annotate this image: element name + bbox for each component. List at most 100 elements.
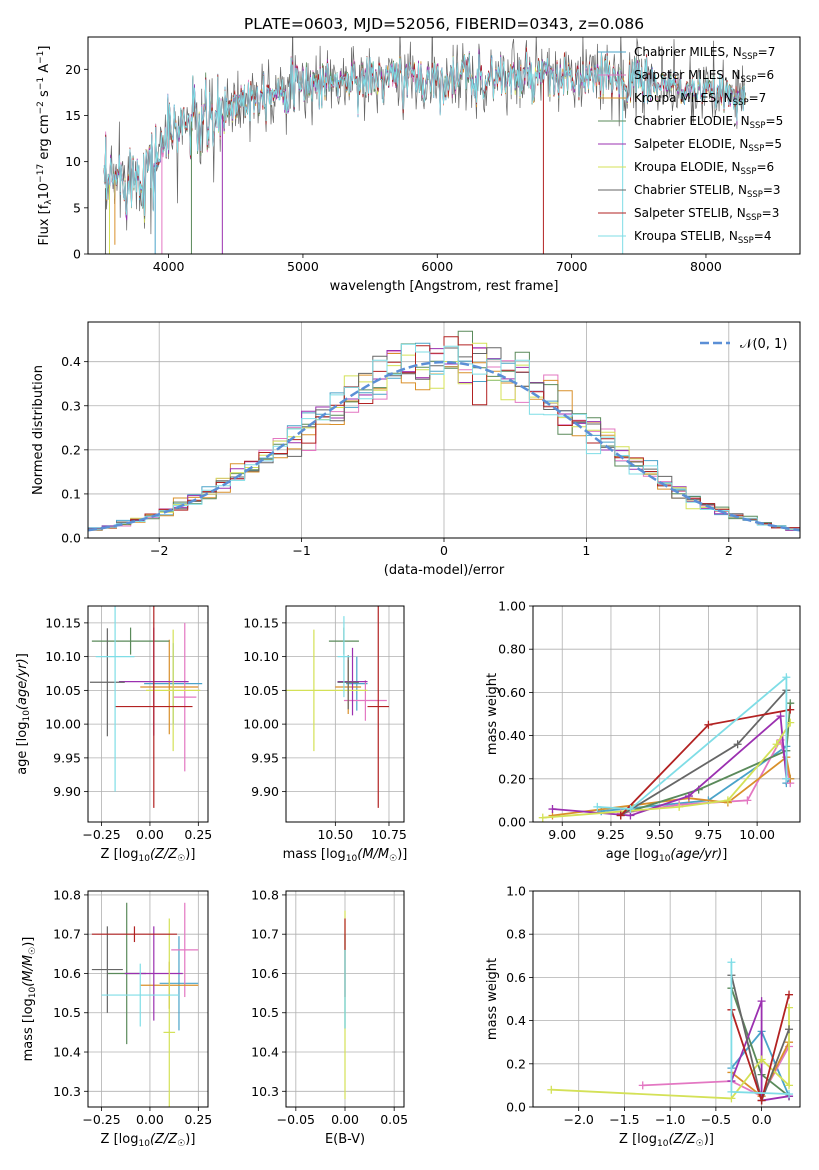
label-part: 10 bbox=[28, 986, 38, 998]
y-tick-label: 10.10 bbox=[243, 649, 279, 664]
series-marker bbox=[785, 1025, 794, 1034]
y-tick-label: 9.95 bbox=[251, 750, 279, 765]
x-tick-label: 9.75 bbox=[694, 827, 722, 842]
label-part: Kroupa STELIB, N bbox=[634, 229, 738, 243]
label-part: mass [log bbox=[283, 847, 346, 862]
y-tick-label: 10.6 bbox=[251, 966, 279, 981]
label-part: =7 bbox=[749, 91, 767, 105]
y-tick-label: 0.6 bbox=[506, 970, 526, 985]
label-part: ☉ bbox=[177, 1139, 185, 1149]
label-part: )] bbox=[21, 937, 36, 947]
series-marker bbox=[548, 805, 557, 814]
legend-entry: 𝒩(0, 1) bbox=[740, 337, 787, 352]
label-part: 10 bbox=[659, 854, 671, 864]
y-tick-label: 0.0 bbox=[61, 531, 81, 546]
x-axis-label: wavelength [Angstrom, rest frame] bbox=[330, 279, 559, 294]
legend-entry: Chabrier STELIB, NSSP=3 bbox=[634, 183, 781, 200]
y-axis-label: mass [log10(M/M☉)] bbox=[21, 937, 38, 1062]
plot-area bbox=[88, 330, 800, 533]
series-line bbox=[620, 737, 792, 815]
label-part: ☉ bbox=[177, 854, 185, 864]
panel-age_vs_Z: −0.25 0.00 0.25 9.90 9.95 10.00 10.05 10.10 10.1… bbox=[15, 605, 212, 864]
label-part: ] bbox=[37, 46, 52, 51]
series-marker bbox=[776, 712, 785, 721]
y-tick-label: 9.90 bbox=[53, 784, 81, 799]
y-tick-label: 0.2 bbox=[61, 442, 81, 457]
label-part: )] bbox=[185, 1132, 195, 1147]
x-tick-label: 10.50 bbox=[317, 827, 353, 842]
series-marker bbox=[786, 718, 795, 727]
x-axis-label: age [log10(age/yr)] bbox=[606, 847, 728, 864]
y-tick-label: 1.0 bbox=[506, 884, 526, 899]
y-tick-label: 10.00 bbox=[45, 717, 81, 732]
series-marker bbox=[675, 802, 684, 811]
series-marker bbox=[733, 740, 742, 749]
label-part: =3 bbox=[762, 206, 780, 220]
y-axis-label: age [log10(age/yr)] bbox=[15, 653, 32, 775]
y-tick-label: 0.20 bbox=[498, 771, 526, 786]
legend-entry: Chabrier ELODIE, NSSP=5 bbox=[634, 114, 783, 131]
label-part: ] bbox=[722, 847, 727, 862]
y-tick-label: 10.15 bbox=[243, 615, 279, 630]
series-marker bbox=[684, 792, 693, 801]
axes-frame bbox=[87, 890, 209, 1108]
label-part: (M/M bbox=[357, 847, 389, 862]
label-part: Salpeter MILES, N bbox=[634, 68, 741, 82]
label-part: 10 bbox=[22, 710, 32, 722]
label-part: Chabrier MILES, N bbox=[634, 45, 742, 59]
y-tick-label: 10.7 bbox=[53, 927, 81, 942]
label-part: 10 bbox=[657, 1139, 669, 1149]
legend-entry: Salpeter ELODIE, NSSP=5 bbox=[634, 137, 782, 154]
label-part: )] bbox=[397, 847, 407, 862]
label-part: Salpeter STELIB, N bbox=[634, 206, 746, 220]
plot-area bbox=[538, 673, 795, 822]
y-tick-label: 10.6 bbox=[53, 966, 81, 981]
series-marker bbox=[538, 813, 547, 822]
series-marker bbox=[785, 1081, 794, 1090]
figure-title: PLATE=0603, MJD=52056, FIBERID=0343, z=0… bbox=[244, 15, 644, 33]
x-axis-label: Z [log10(Z/Z☉)] bbox=[101, 1132, 196, 1149]
label-part: =3 bbox=[763, 183, 781, 197]
y-tick-label: 0.4 bbox=[61, 354, 81, 369]
label-part: )] bbox=[704, 1132, 714, 1147]
series-marker bbox=[547, 1085, 556, 1094]
x-tick-label: −0.05 bbox=[277, 1112, 315, 1127]
label-part: )] bbox=[185, 847, 195, 862]
series-marker bbox=[723, 796, 732, 805]
legend-entry: Chabrier MILES, NSSP=7 bbox=[634, 45, 775, 62]
y-tick-label: 10.8 bbox=[53, 887, 81, 902]
axes-frame bbox=[532, 890, 801, 1108]
label-part: =5 bbox=[766, 114, 784, 128]
axes-frame bbox=[532, 605, 801, 823]
series-marker bbox=[782, 774, 791, 783]
series-marker bbox=[786, 705, 795, 714]
x-tick-label: 6000 bbox=[421, 259, 453, 274]
x-tick-label: 0.25 bbox=[184, 827, 212, 842]
panel-age_vs_mass: 10.50 10.75 9.90 9.95 10.00 10.05 10.10 10.15 ma… bbox=[243, 605, 407, 864]
series-marker bbox=[626, 805, 635, 814]
series-marker bbox=[616, 811, 625, 820]
label-part: SSP bbox=[750, 121, 766, 131]
x-tick-label: 0.25 bbox=[184, 1112, 212, 1127]
label-part: (age/yr) bbox=[670, 847, 722, 862]
x-tick-label: 9.50 bbox=[646, 827, 674, 842]
x-axis-label: Z [log10(Z/Z☉)] bbox=[101, 847, 196, 864]
x-tick-label: 5000 bbox=[287, 259, 319, 274]
label-part: (Z/Z bbox=[150, 1132, 178, 1147]
series-marker bbox=[638, 1081, 647, 1090]
label-part: Salpeter ELODIE, N bbox=[634, 137, 748, 151]
axes-frame bbox=[285, 605, 405, 823]
y-axis-label: Flux [fλ10−17 erg cm−2 s−1 A−1] bbox=[36, 46, 54, 246]
x-axis-label: (data-model)/error bbox=[384, 563, 505, 578]
series-marker bbox=[757, 1096, 766, 1105]
label-part: 10 bbox=[138, 1139, 150, 1149]
y-tick-label: 0.0 bbox=[506, 1100, 526, 1115]
y-tick-label: 10.5 bbox=[53, 1005, 81, 1020]
plot-area bbox=[89, 606, 203, 808]
series-marker bbox=[785, 990, 794, 999]
y-axis-label: mass weight bbox=[485, 673, 500, 755]
label-part: 10 bbox=[37, 183, 52, 200]
axes-frame bbox=[87, 36, 801, 255]
series-marker bbox=[772, 740, 781, 749]
